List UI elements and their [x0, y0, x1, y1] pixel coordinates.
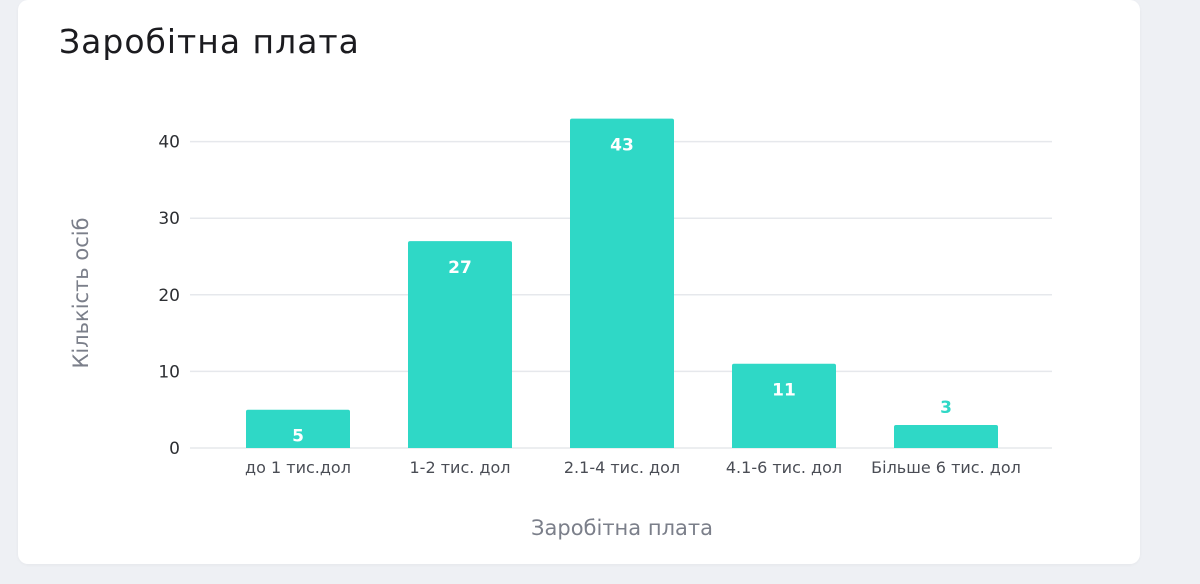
bar-value-label: 43: [610, 136, 634, 156]
y-tick-label: 0: [169, 439, 180, 459]
bar: [408, 241, 512, 448]
bar: [246, 409, 350, 448]
bar-value-label: 5: [292, 427, 304, 447]
x-axis-categories: до 1 тис.дол 1-2 тис. дол 2.1-4 тис. дол 4.…: [245, 458, 1021, 477]
x-category-label: 2.1-4 тис. дол: [564, 458, 680, 477]
bar: [894, 425, 998, 448]
y-tick-label: 40: [158, 133, 180, 153]
y-tick-label: 10: [158, 362, 180, 382]
bar-value-label: 27: [448, 258, 472, 278]
bar-value-label: 3: [940, 398, 952, 418]
card-title: Заробітна плата: [59, 22, 360, 61]
x-axis-title: Заробітна плата: [531, 516, 713, 540]
y-axis-ticks: 0 10 20 30 40: [158, 133, 180, 459]
y-axis-title: Кількість осіб: [69, 217, 93, 368]
x-category-label: до 1 тис.дол: [245, 458, 351, 477]
x-category-label: 1-2 тис. дол: [410, 458, 511, 477]
bar-value-label: 11: [772, 381, 796, 401]
x-category-label: Більше 6 тис. дол: [871, 458, 1021, 477]
y-tick-label: 20: [158, 286, 180, 306]
bar-value-labels: 5 27 43 11 3: [292, 136, 952, 447]
y-tick-label: 30: [158, 209, 180, 229]
x-category-label: 4.1-6 тис. дол: [726, 458, 842, 477]
bar: [732, 363, 836, 448]
bars: [246, 118, 998, 449]
bar: [570, 118, 674, 449]
